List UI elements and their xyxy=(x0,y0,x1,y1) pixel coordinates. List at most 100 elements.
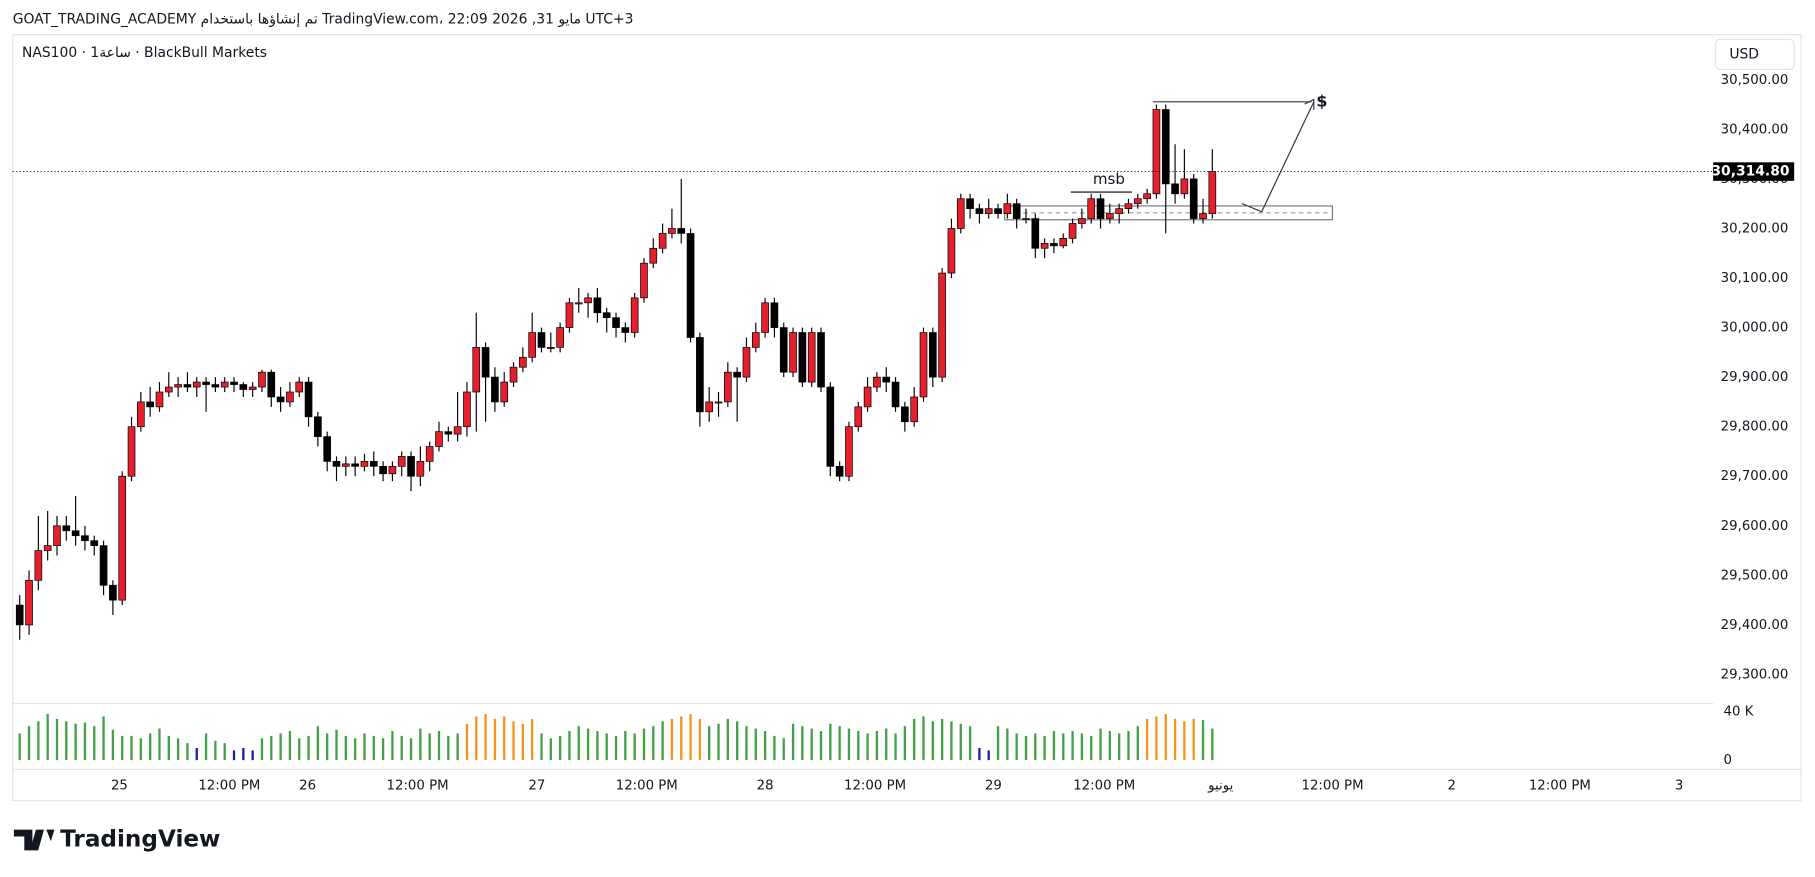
candle-body xyxy=(1003,203,1012,214)
candle-body xyxy=(845,426,853,477)
candle-body xyxy=(183,384,192,388)
candle-body xyxy=(696,337,704,413)
y-tick-label: 29,500.00 xyxy=(1721,568,1789,583)
candle-body xyxy=(90,540,99,546)
candle-body xyxy=(928,332,937,378)
y-tick-label: 29,800.00 xyxy=(1721,420,1789,435)
candle-body xyxy=(323,436,332,462)
brand-name: TradingView xyxy=(60,826,220,852)
candle-body xyxy=(817,332,825,388)
candle-body xyxy=(99,545,108,586)
candle-body xyxy=(686,233,695,338)
x-tick-label: 29 xyxy=(985,779,1002,794)
candle-body xyxy=(621,327,630,333)
x-tick-label: 12:00 PM xyxy=(1529,779,1591,794)
candle-body xyxy=(779,327,788,373)
candle-body xyxy=(360,461,369,467)
candle-body xyxy=(62,525,71,532)
x-tick-label: 26 xyxy=(299,779,316,794)
candle-body xyxy=(1022,218,1030,221)
y-tick-label: 30,100.00 xyxy=(1721,271,1789,286)
candle-body xyxy=(789,332,797,373)
candle-body xyxy=(584,297,592,304)
x-tick-label: 25 xyxy=(111,779,128,794)
last-price-label: 30,314.80 xyxy=(1711,164,1789,180)
candle-body xyxy=(1050,242,1058,247)
currency[interactable]: USD xyxy=(1729,46,1759,62)
candle-body xyxy=(658,233,667,249)
volume-tick-label: 40 K xyxy=(1724,705,1754,720)
candle-body xyxy=(1199,213,1207,219)
x-tick-label: يونيو xyxy=(1207,779,1233,794)
candle-body xyxy=(574,302,583,305)
candle-body xyxy=(43,545,52,551)
y-tick-label: 29,300.00 xyxy=(1721,667,1789,682)
candle-body xyxy=(556,327,564,348)
candle-body xyxy=(425,446,434,462)
candle-body xyxy=(1171,183,1179,195)
candle-body xyxy=(202,381,210,385)
candle-body xyxy=(975,208,984,214)
candle-body xyxy=(873,376,881,388)
candle-body xyxy=(1115,208,1123,214)
candle-body xyxy=(15,604,24,626)
candle-body xyxy=(509,366,518,383)
candle-body xyxy=(211,384,220,388)
candle-body xyxy=(1059,238,1068,247)
candle-body xyxy=(118,475,127,601)
candle-body xyxy=(481,347,490,378)
x-tick-label: 12:00 PM xyxy=(1301,779,1363,794)
y-tick-label: 30,200.00 xyxy=(1721,221,1789,236)
candle-body xyxy=(938,272,946,378)
candle-body xyxy=(714,401,723,404)
candle-body xyxy=(565,302,574,328)
candle-body xyxy=(649,247,658,264)
currency-button[interactable] xyxy=(1714,38,1795,70)
candle-body xyxy=(761,302,769,333)
brand-logo xyxy=(13,829,55,851)
candle-body xyxy=(258,371,266,388)
candle-body xyxy=(919,332,928,398)
msb-label: msb xyxy=(1093,170,1125,188)
x-tick-label: 3 xyxy=(1675,779,1683,794)
candle-body xyxy=(332,461,341,467)
candle-body xyxy=(630,297,639,333)
y-tick-label: 29,900.00 xyxy=(1721,370,1789,385)
candle-body xyxy=(155,391,164,408)
candle-body xyxy=(1208,171,1217,214)
candle-body xyxy=(369,461,378,467)
candle-body xyxy=(397,456,406,467)
candle-body xyxy=(882,376,891,383)
x-tick-label: 12:00 PM xyxy=(198,779,260,794)
x-tick-label: 12:00 PM xyxy=(616,779,678,794)
candle-body xyxy=(351,463,359,467)
candle-body xyxy=(984,208,993,214)
candle-body xyxy=(491,376,499,403)
last-price-box xyxy=(1713,162,1795,181)
x-tick-label: 27 xyxy=(528,779,545,794)
brand: TradingView xyxy=(13,826,220,852)
y-tick-label: 30,000.00 xyxy=(1721,321,1789,336)
y-tick-label: 30,400.00 xyxy=(1721,122,1789,137)
candle-body xyxy=(53,525,61,546)
candle-body xyxy=(453,426,462,435)
dollar-label: $ xyxy=(1316,91,1327,110)
candle-body xyxy=(472,347,481,393)
candle-body xyxy=(863,386,872,408)
candle-body xyxy=(826,386,835,467)
candle-body xyxy=(612,317,620,328)
candle-body xyxy=(230,381,238,385)
candle-body xyxy=(705,401,714,413)
candle-body xyxy=(733,371,741,378)
candle-body xyxy=(593,297,602,314)
arrow-head xyxy=(1304,98,1315,110)
candle-body xyxy=(1180,178,1189,195)
candle-body xyxy=(537,332,546,348)
candle-body xyxy=(1012,203,1021,219)
candle-body xyxy=(416,461,425,477)
candle-body xyxy=(1152,109,1161,195)
candle-body xyxy=(668,228,676,234)
candle-body xyxy=(444,431,453,435)
candle-body xyxy=(379,465,387,475)
